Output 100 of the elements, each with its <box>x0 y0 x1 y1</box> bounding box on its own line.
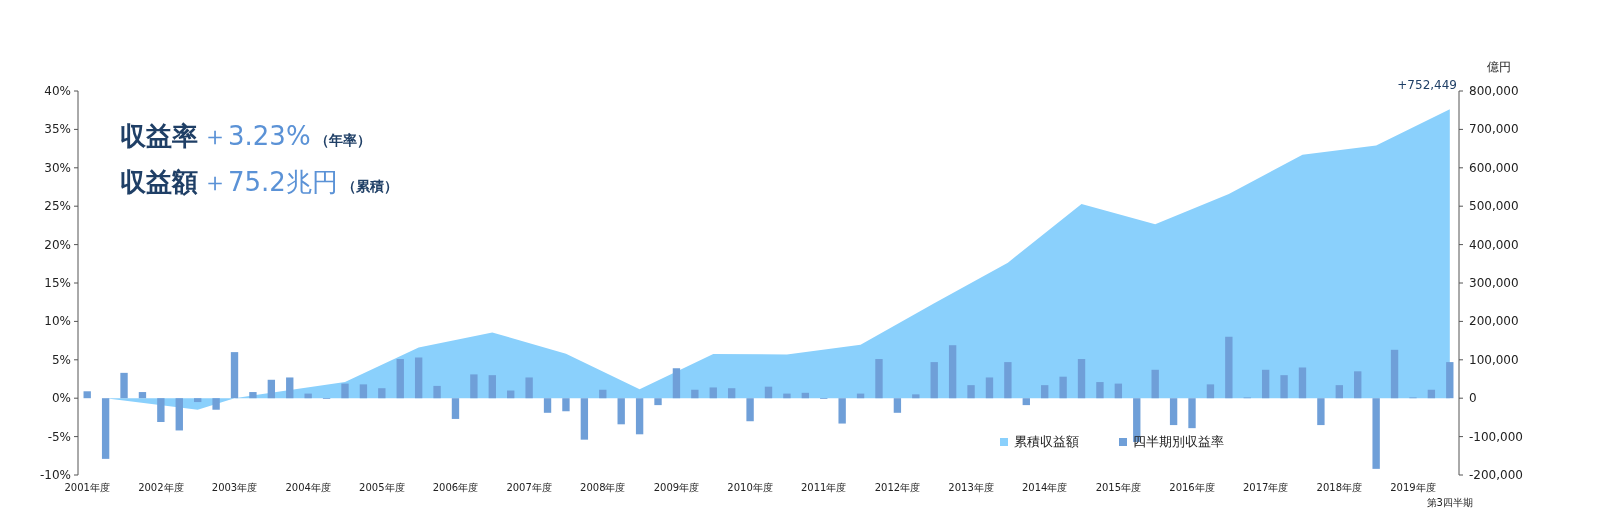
bar <box>1225 336 1233 399</box>
bar <box>543 398 552 413</box>
bar <box>912 394 920 399</box>
bar <box>175 398 183 431</box>
x-tick-label: 2014年度 <box>1021 482 1068 493</box>
bar <box>893 398 902 413</box>
x-tick-label: 2007年度 <box>506 482 552 493</box>
bar <box>433 385 441 399</box>
bar <box>341 383 349 399</box>
y-tick-label: 20% <box>44 237 71 252</box>
bar <box>1114 383 1123 399</box>
bar <box>1335 385 1343 399</box>
bar <box>249 392 257 399</box>
bar <box>1022 398 1030 406</box>
y2-tick-label: 200,000 <box>1469 314 1519 329</box>
bar <box>101 398 110 459</box>
bar <box>617 398 625 425</box>
y2-tick-label: 100,000 <box>1469 352 1519 367</box>
x-tick-label: 2016年度 <box>1169 482 1215 493</box>
bar <box>304 393 312 399</box>
x-tick-label: 2012年度 <box>874 482 921 493</box>
x-tick-label: 2010年度 <box>727 482 773 493</box>
x-tick-label: 2008年度 <box>580 482 626 493</box>
bar <box>1317 398 1325 426</box>
bar <box>1446 362 1454 399</box>
y-tick-label: 30% <box>44 160 71 175</box>
x-tick-label: 2006年度 <box>432 482 479 493</box>
bar <box>672 368 681 399</box>
x-tick-label: 2017年度 <box>1242 482 1289 493</box>
annotation: ＋75.2兆円 <box>202 167 338 197</box>
bar <box>599 389 607 399</box>
y-tick-label: 5% <box>51 352 71 367</box>
y-tick-label: -5% <box>47 429 71 444</box>
bar <box>1151 369 1159 399</box>
bar <box>83 391 91 399</box>
bar <box>1077 359 1086 399</box>
bar <box>580 398 589 440</box>
x-tick-label: 2004年度 <box>285 482 331 493</box>
bar <box>1280 375 1288 399</box>
y-tick-label: 10% <box>44 314 71 329</box>
bar <box>709 387 717 399</box>
bar <box>1261 369 1270 399</box>
bar <box>157 398 165 423</box>
y-tick-label: 25% <box>44 199 71 214</box>
bar <box>948 345 957 399</box>
bar <box>1298 367 1307 399</box>
y2-tick-label: 300,000 <box>1469 276 1519 290</box>
annotation: ＋3.23% <box>202 121 311 151</box>
y2-tick-label: 400,000 <box>1469 237 1519 252</box>
annotation: 収益率 <box>120 121 198 151</box>
bar <box>654 398 662 406</box>
bar <box>1169 398 1178 426</box>
bar <box>727 388 736 399</box>
bar <box>120 372 128 399</box>
y-tick-label: 0% <box>51 391 71 406</box>
x-tick-label: 2003年度 <box>211 482 258 493</box>
y-tick-label: 35% <box>44 122 71 137</box>
bar <box>359 384 368 399</box>
bar <box>1188 398 1196 429</box>
y2-tick-label: 600,000 <box>1469 160 1519 175</box>
bar <box>230 352 239 399</box>
annotation: （年率） <box>314 132 371 148</box>
x-tick-label: 2018年度 <box>1316 482 1363 493</box>
bar <box>746 398 754 422</box>
annotation: 収益額 <box>120 167 198 197</box>
bar <box>1390 349 1399 399</box>
bar <box>1427 389 1436 399</box>
y2-tick-label: -100,000 <box>1469 429 1523 444</box>
x-tick-label: 2011年度 <box>801 482 847 493</box>
x-tick-label: 2019年度 <box>1390 482 1436 493</box>
x-tick-label: 第3四半期 <box>1426 497 1473 508</box>
bar <box>470 374 478 399</box>
bar <box>525 377 533 399</box>
bar <box>451 398 460 419</box>
bar <box>138 392 147 399</box>
y-tick-label: -10% <box>39 468 71 482</box>
legend-label: 累積収益額 <box>1014 434 1079 449</box>
bar <box>1372 398 1380 469</box>
bar <box>286 377 294 399</box>
bar <box>875 359 883 399</box>
x-tick-label: 2013年度 <box>948 482 994 493</box>
bar <box>1096 382 1104 399</box>
x-tick-label: 2002年度 <box>138 482 184 493</box>
y2-tick-label: 800,000 <box>1469 84 1519 98</box>
x-tick-label: 2015年度 <box>1095 482 1142 493</box>
annotation: （累積） <box>341 178 398 194</box>
bar <box>194 398 202 403</box>
bar <box>1059 376 1067 399</box>
bar <box>267 379 276 399</box>
bar <box>1004 362 1012 399</box>
bar <box>562 398 570 412</box>
bar <box>212 398 220 410</box>
bar <box>764 386 773 399</box>
bar <box>378 388 386 399</box>
bar <box>985 377 994 399</box>
bar <box>414 357 423 399</box>
y-tick-label: 40% <box>44 84 71 98</box>
bar <box>1206 384 1215 399</box>
bar <box>838 398 846 424</box>
bar <box>967 385 975 399</box>
